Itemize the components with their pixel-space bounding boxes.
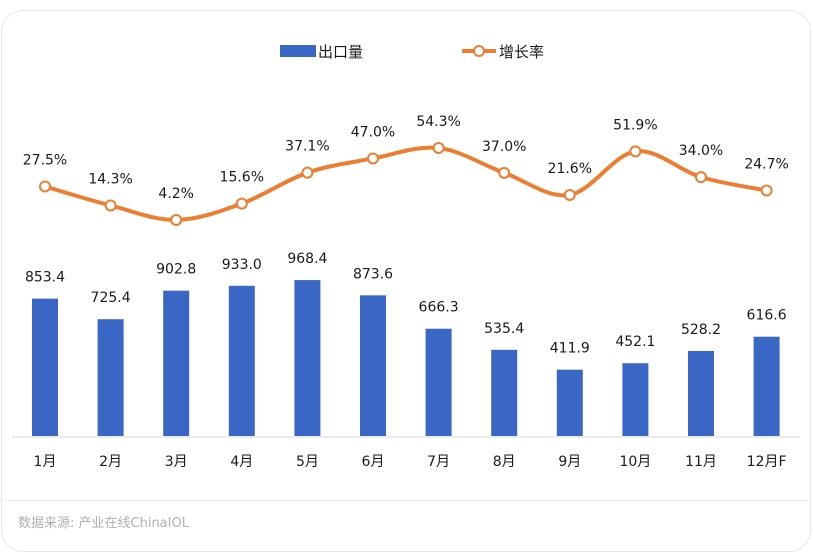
line-point — [563, 188, 576, 201]
x-tick-label: 11月 — [685, 454, 717, 470]
line-point — [367, 152, 379, 165]
bar-value-label: 616.6 — [747, 308, 787, 324]
bar-value-label: 725.4 — [91, 290, 131, 306]
x-tick-label: 3月 — [165, 454, 188, 470]
x-tick-label: 2月 — [99, 454, 122, 470]
x-tick-label: 7月 — [427, 454, 450, 470]
bar — [294, 280, 321, 436]
x-tick-label: 12月F — [747, 454, 787, 470]
line-point — [301, 166, 314, 179]
line-point — [498, 166, 511, 179]
line-point — [760, 184, 773, 197]
bar-value-label: 452.1 — [615, 334, 655, 350]
line-value-label: 34.0% — [679, 143, 723, 159]
bar — [228, 285, 255, 436]
combo-chart: 出口量 增长率 853.4 725.4 902.8 933.0 968.4 873.6 66… — [12, 43, 800, 470]
legend-line-label: 增长率 — [499, 43, 544, 61]
line-value-label: 54.3% — [416, 114, 460, 130]
x-tick-label: 8月 — [493, 454, 516, 470]
line-value-label: 47.0% — [351, 124, 395, 140]
x-tick-label: 5月 — [296, 454, 319, 470]
chart-card — [1, 10, 811, 552]
line-point — [235, 197, 248, 210]
bar — [622, 363, 649, 436]
bar-value-label: 411.9 — [550, 341, 590, 357]
bar-value-label: 535.4 — [484, 321, 524, 337]
line-point — [629, 145, 642, 158]
line-point — [39, 180, 51, 193]
line-value-label: 14.3% — [88, 171, 132, 187]
x-tick-label: 10月 — [619, 454, 651, 470]
legend-bar-swatch — [280, 45, 316, 57]
bar-value-label: 902.8 — [156, 262, 196, 278]
x-tick-label: 9月 — [558, 454, 581, 470]
bar — [556, 369, 583, 436]
legend-line-marker — [473, 45, 485, 57]
source-note: 数据来源: 产业在线ChinaIOL — [18, 516, 189, 531]
line-value-label: 37.1% — [285, 139, 329, 155]
footer-divider — [2, 500, 808, 501]
bar — [360, 295, 386, 436]
line-value-label: 27.5% — [23, 152, 67, 168]
line-point — [170, 213, 183, 226]
x-tick-label: 4月 — [230, 454, 253, 470]
line-point — [104, 199, 117, 212]
bar-value-label: 666.3 — [419, 300, 459, 316]
bar — [425, 328, 452, 436]
line-value-label: 37.0% — [482, 139, 526, 155]
bar — [491, 349, 518, 436]
line-value-label: 24.7% — [744, 157, 788, 173]
line-point — [695, 171, 707, 184]
bar-value-label: 853.4 — [25, 270, 65, 286]
bar — [688, 350, 714, 436]
line-value-label: 21.6% — [548, 161, 592, 177]
legend-bar-label: 出口量 — [318, 43, 363, 61]
line-value-label: 4.2% — [158, 186, 194, 202]
legend: 出口量 增长率 — [280, 43, 544, 61]
bar-value-label: 968.4 — [287, 251, 327, 267]
bar — [753, 336, 780, 436]
x-tick-label: 6月 — [362, 454, 385, 470]
bar-value-label: 933.0 — [222, 257, 262, 273]
bar-value-label: 873.6 — [353, 266, 393, 282]
line-value-label: 51.9% — [613, 117, 657, 133]
line-value-label: 15.6% — [220, 170, 264, 186]
growth-rate-line — [44, 145, 767, 222]
line-point — [432, 141, 445, 154]
bar — [32, 298, 58, 436]
bar — [163, 290, 190, 436]
bar — [97, 319, 124, 436]
bar-value-label: 528.2 — [681, 322, 721, 338]
x-tick-label: 1月 — [34, 454, 57, 470]
